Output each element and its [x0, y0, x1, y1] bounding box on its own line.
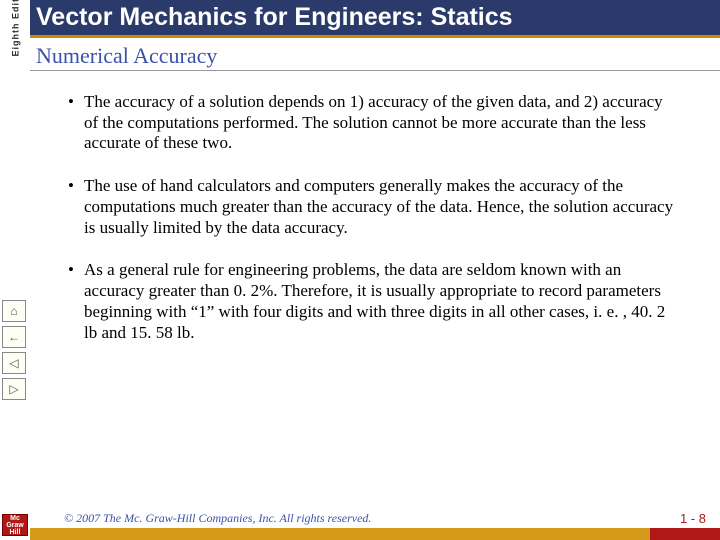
- bullet-dot: •: [68, 92, 84, 154]
- bullet-text: The use of hand calculators and computer…: [84, 176, 680, 238]
- bullet-dot: •: [68, 260, 84, 343]
- content-area: • The accuracy of a solution depends on …: [68, 92, 680, 365]
- copyright-text: © 2007 The Mc. Graw-Hill Companies, Inc.…: [64, 511, 371, 526]
- bullet-item: • The accuracy of a solution depends on …: [68, 92, 680, 154]
- footer-bar-gold: [30, 528, 650, 540]
- back-skip-icon[interactable]: ←: [2, 326, 26, 348]
- bullet-item: • As a general rule for engineering prob…: [68, 260, 680, 343]
- forward-icon[interactable]: ▷: [2, 378, 26, 400]
- bullet-text: The accuracy of a solution depends on 1)…: [84, 92, 680, 154]
- back-icon[interactable]: ◁: [2, 352, 26, 374]
- bullet-item: • The use of hand calculators and comput…: [68, 176, 680, 238]
- bullet-dot: •: [68, 176, 84, 238]
- left-rail: Eighth Edition ⌂ ← ◁ ▷ Mc Graw Hill: [0, 0, 30, 540]
- edition-label: Eighth Edition: [0, 0, 30, 38]
- bullet-text: As a general rule for engineering proble…: [84, 260, 680, 343]
- nav-icons: ⌂ ← ◁ ▷: [2, 300, 28, 404]
- publisher-logo: Mc Graw Hill: [2, 514, 28, 536]
- page-title: Vector Mechanics for Engineers: Statics: [30, 0, 720, 38]
- footer: © 2007 The Mc. Graw-Hill Companies, Inc.…: [30, 518, 720, 540]
- home-icon[interactable]: ⌂: [2, 300, 26, 322]
- page-number: 1 - 8: [680, 511, 706, 526]
- edition-text: Eighth Edition: [10, 0, 20, 57]
- footer-bar-red: [650, 528, 720, 540]
- page-subtitle: Numerical Accuracy: [30, 41, 720, 71]
